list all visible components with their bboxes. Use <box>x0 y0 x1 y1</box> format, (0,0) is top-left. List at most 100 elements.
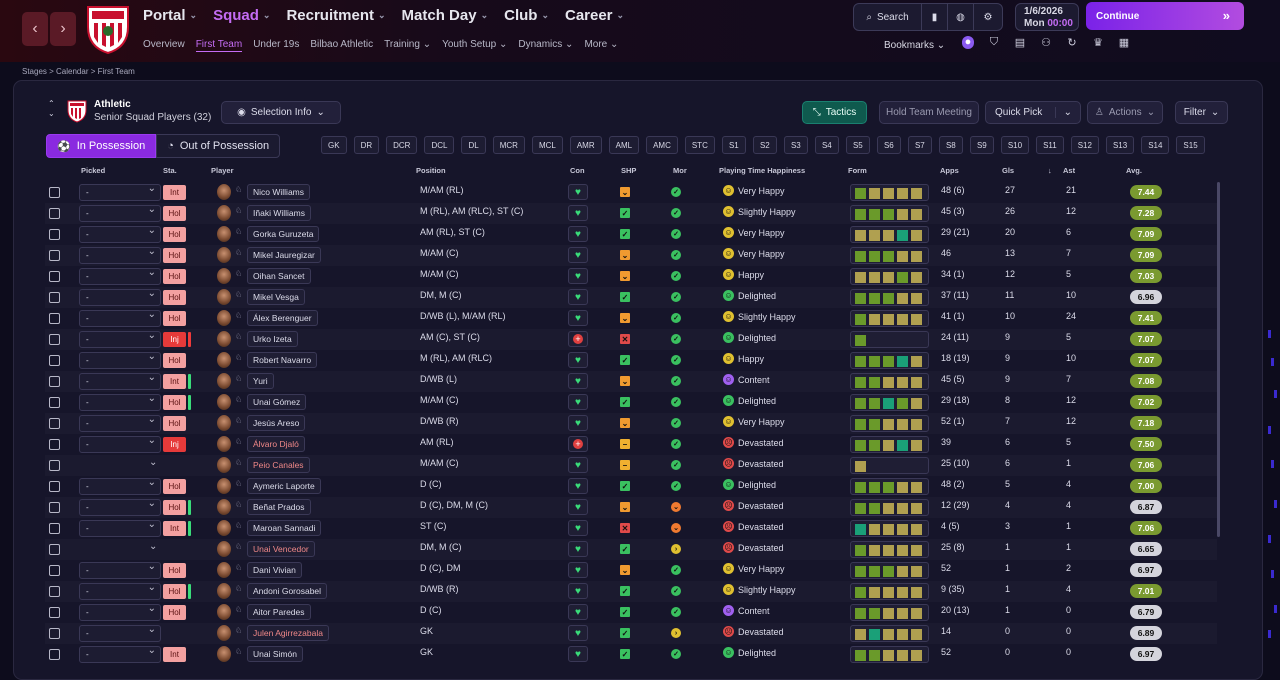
status-badge[interactable]: Hol <box>163 311 186 326</box>
tab-under-19s[interactable]: Under 19s <box>253 39 300 50</box>
player-name[interactable]: Aymeric Laporte <box>247 478 321 494</box>
picked-dropdown[interactable]: - <box>79 351 161 369</box>
slot-dl[interactable]: DL <box>461 136 486 154</box>
picked-dropdown[interactable]: - <box>79 519 161 537</box>
col-apps[interactable]: Apps <box>940 166 959 175</box>
col-status[interactable]: Sta. <box>163 166 177 175</box>
select-checkbox[interactable] <box>49 460 60 471</box>
tab-in-possession[interactable]: ⚽ In Possession <box>46 134 157 158</box>
picked-dropdown[interactable]: - <box>79 372 161 390</box>
table-row[interactable]: -Hol ♘ Mikel Vesga DM, M (C) ♥ ✓ ✓ ☺ Delighted 37… <box>45 287 1217 308</box>
slot-s11[interactable]: S11 <box>1036 136 1064 154</box>
select-checkbox[interactable] <box>49 544 60 555</box>
col-picked[interactable]: Picked <box>81 166 106 175</box>
select-checkbox[interactable] <box>49 607 60 618</box>
slot-dcl[interactable]: DCL <box>424 136 455 154</box>
player-name[interactable]: Gorka Guruzeta <box>247 226 320 242</box>
picked-dropdown[interactable]: - <box>79 498 161 516</box>
player-name[interactable]: Dani Vivian <box>247 562 302 578</box>
slot-s13[interactable]: S13 <box>1105 136 1135 154</box>
select-checkbox[interactable] <box>49 229 60 240</box>
quick-pick-button[interactable]: Quick Pick ⌄ <box>985 101 1081 124</box>
tab-first-team[interactable]: First Team <box>195 39 243 52</box>
select-checkbox[interactable] <box>49 649 60 660</box>
picked-dropdown[interactable]: - <box>79 561 161 579</box>
status-badge[interactable]: Hol <box>163 248 186 263</box>
player-name[interactable]: Mikel Vesga <box>247 289 305 305</box>
col-position[interactable]: Position <box>416 166 446 175</box>
status-badge[interactable]: Hol <box>163 290 186 305</box>
picked-dropdown[interactable]: - <box>79 183 161 201</box>
picked-dropdown[interactable]: - <box>79 477 161 495</box>
people-icon[interactable]: ⚇ <box>1041 37 1051 49</box>
status-badge[interactable]: Hol <box>163 584 186 599</box>
select-checkbox[interactable] <box>49 502 60 513</box>
search-button[interactable]: ⌕ Search <box>854 4 922 30</box>
table-row[interactable]: -Hol ♘ Aymeric Laporte D (C) ♥ ✓ ✓ ☺ Delighted 48… <box>45 476 1217 497</box>
table-row[interactable]: -Hol ♘ Oihan Sancet M/AM (C) ♥ ⌄ ✓ ☺ Happy 34 (1)… <box>45 266 1217 287</box>
chevron-down-icon[interactable]: ⌄ <box>149 457 158 468</box>
calendar-icon[interactable]: ▦ <box>1118 37 1130 49</box>
scrollbar[interactable] <box>1217 182 1220 537</box>
player-name[interactable]: Iñaki Williams <box>247 205 311 221</box>
slot-amr[interactable]: AMR <box>569 136 602 154</box>
player-name[interactable]: Julen Agirrezabala <box>247 625 329 641</box>
picked-dropdown[interactable]: - <box>79 624 161 642</box>
col-playing-time-happiness[interactable]: Playing Time Happiness <box>719 166 806 175</box>
col-morale[interactable]: Mor <box>673 166 687 175</box>
trophy-icon[interactable]: ♛ <box>1093 37 1103 49</box>
slot-dcr[interactable]: DCR <box>386 136 418 154</box>
player-name[interactable]: Álvaro Djaló <box>247 436 305 452</box>
table-row[interactable]: -Hol ♘ Jesús Areso D/WB (R) ♥ ⌄ ✓ ☺ Very Happy 52… <box>45 413 1217 434</box>
select-checkbox[interactable] <box>49 187 60 198</box>
select-checkbox[interactable] <box>49 565 60 576</box>
status-badge[interactable]: Hol <box>163 500 186 515</box>
table-row[interactable]: -Inj ♘ Álvaro Djaló AM (RL) + – ✓ ☹ Devastated 39… <box>45 434 1217 455</box>
picked-dropdown[interactable]: - <box>79 288 161 306</box>
status-badge[interactable]: Inj <box>163 332 186 347</box>
slot-s4[interactable]: S4 <box>814 136 839 154</box>
slot-s12[interactable]: S12 <box>1070 136 1099 154</box>
player-name[interactable]: Jesús Areso <box>247 415 306 431</box>
table-row[interactable]: -Int ♘ Maroan Sannadi ST (C) ♥ ✕ ⌄ ☹ Devastated 4… <box>45 518 1217 539</box>
chevron-down-icon[interactable]: ⌄ <box>1054 107 1072 118</box>
select-checkbox[interactable] <box>49 418 60 429</box>
select-checkbox[interactable] <box>49 376 60 387</box>
picked-dropdown[interactable]: - <box>79 435 161 453</box>
forward-button[interactable]: › <box>50 12 76 46</box>
continue-button[interactable]: Continue» <box>1086 2 1244 30</box>
status-badge[interactable]: Int <box>163 647 186 662</box>
table-row[interactable]: -Hol ♘ Robert Navarro M (RL), AM (RLC) ♥ ✓ ✓ ☺ H… <box>45 350 1217 371</box>
col-form[interactable]: Form <box>848 166 867 175</box>
slot-s8[interactable]: S8 <box>938 136 963 154</box>
slot-s2[interactable]: S2 <box>752 136 777 154</box>
selection-info-dropdown[interactable]: ◉ Selection Info ⌄ <box>221 101 341 124</box>
picked-dropdown[interactable]: - <box>79 393 161 411</box>
select-checkbox[interactable] <box>49 481 60 492</box>
picked-dropdown[interactable]: - <box>79 645 161 663</box>
table-row[interactable]: -Hol ♘ Unai Gómez M/AM (C) ♥ ✓ ✓ ☺ Delighted 29 (… <box>45 392 1217 413</box>
select-checkbox[interactable] <box>49 439 60 450</box>
picked-dropdown[interactable]: - <box>79 603 161 621</box>
table-row[interactable]: -Int ♘ Nico Williams M/AM (RL) ♥ ⌄ ✓ ☺ Very Happ… <box>45 182 1217 203</box>
status-badge[interactable]: Hol <box>163 479 186 494</box>
table-row[interactable]: -Hol ♘ Beñat Prados D (C), DM, M (C) ♥ ⌄ ⌄ ☹ Dev… <box>45 497 1217 518</box>
slot-s15[interactable]: S15 <box>1176 136 1205 154</box>
status-badge[interactable]: Hol <box>163 605 186 620</box>
slot-s6[interactable]: S6 <box>876 136 901 154</box>
table-row[interactable]: -Int ♘ Unai Simón GK ♥ ✓ ✓ ☺ Delighted 52 0 0 6.97 <box>45 644 1217 665</box>
select-checkbox[interactable] <box>49 334 60 345</box>
status-badge[interactable]: Hol <box>163 269 186 284</box>
status-badge[interactable]: Hol <box>163 395 186 410</box>
player-name[interactable]: Unai Gómez <box>247 394 307 410</box>
chat-icon[interactable]: ● <box>962 36 974 49</box>
player-name[interactable]: Peio Canales <box>247 457 310 473</box>
tab-overview[interactable]: Overview <box>143 39 185 50</box>
nav-squad[interactable]: Squad ⌄ <box>213 7 271 24</box>
table-row[interactable]: -Hol ♘ Álex Berenguer D/WB (L), M/AM (RL) ♥ ⌄… <box>45 308 1217 329</box>
slot-dr[interactable]: DR <box>353 136 380 154</box>
select-checkbox[interactable] <box>49 523 60 534</box>
tab-more[interactable]: More ⌄ <box>584 39 619 50</box>
player-name[interactable]: Robert Navarro <box>247 352 318 368</box>
player-name[interactable]: Oihan Sancet <box>247 268 311 284</box>
